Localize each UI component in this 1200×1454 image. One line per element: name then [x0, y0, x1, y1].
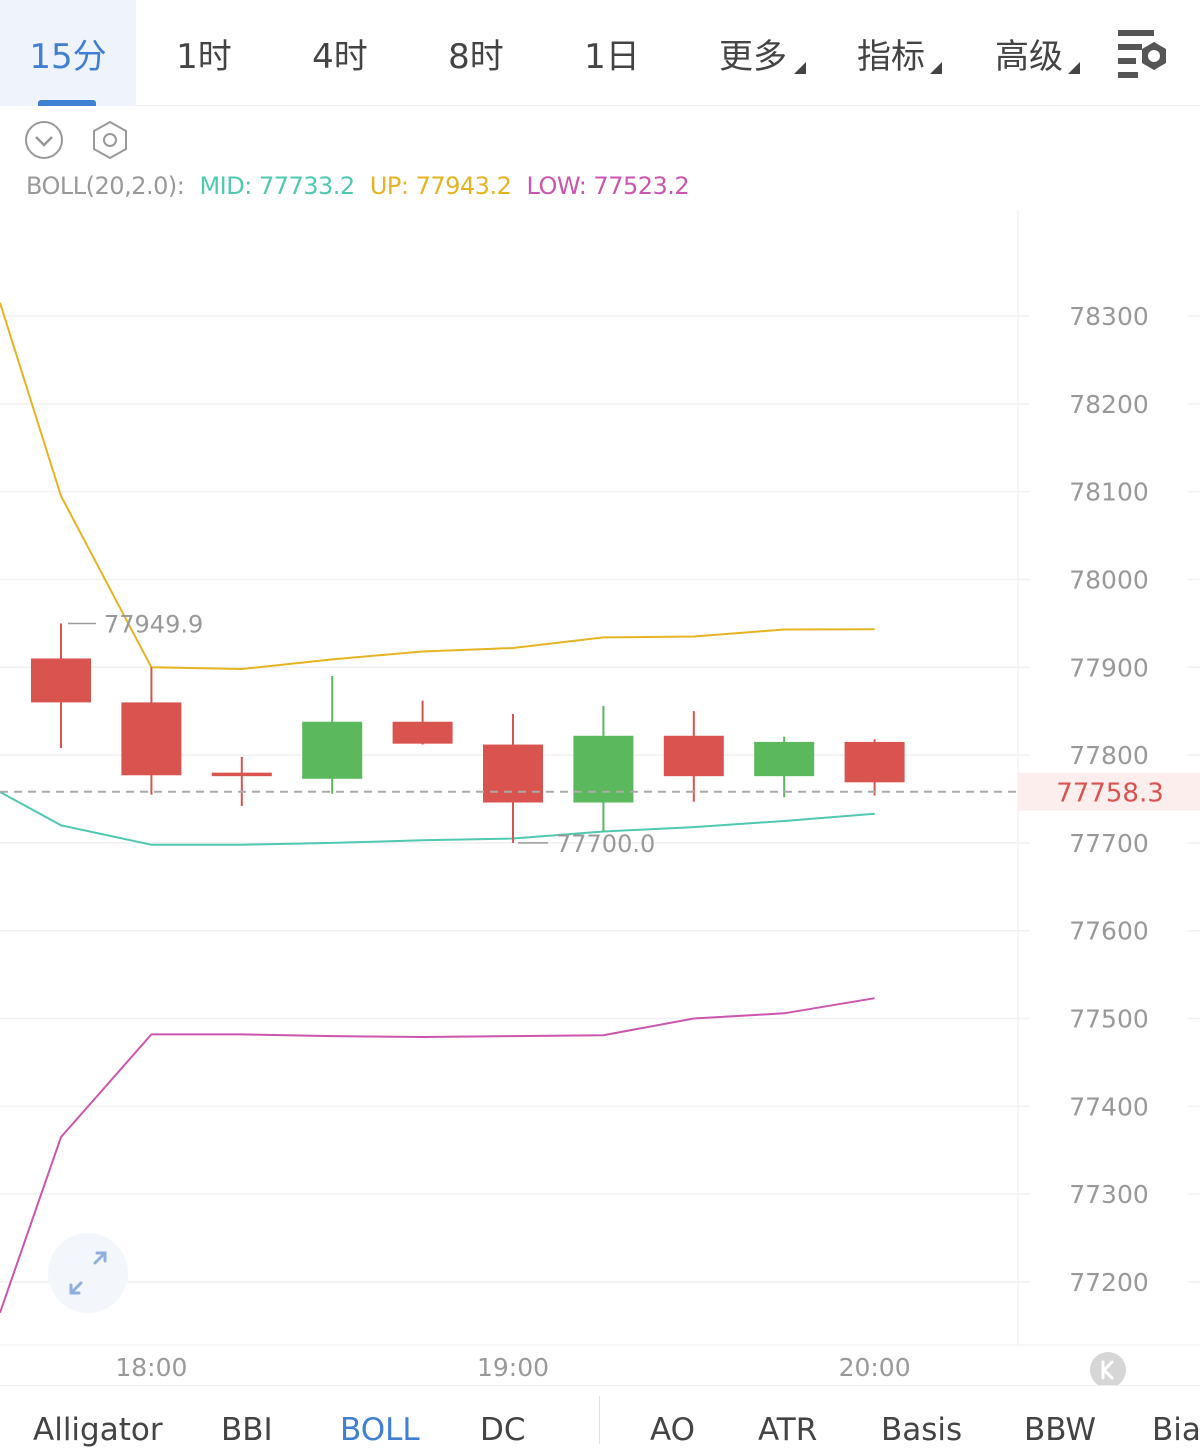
tab-advanced[interactable]: 高级	[966, 0, 1092, 106]
time-tick-label: 20:00	[839, 1353, 911, 1382]
indicator-basis[interactable]: Basis	[881, 1412, 963, 1448]
chart-settings-icon[interactable]	[1112, 26, 1172, 82]
price-tick-label: 77300	[1069, 1180, 1149, 1209]
tab-more[interactable]: 更多	[690, 0, 816, 106]
candle-body[interactable]	[483, 744, 543, 803]
price-tick-label: 77700	[1069, 829, 1149, 858]
tab-4h-label: 4时	[312, 36, 368, 77]
tab-8h[interactable]: 8时	[408, 0, 544, 106]
price-tick-label: 77600	[1069, 917, 1149, 946]
candle-body[interactable]	[663, 735, 724, 777]
candle-body[interactable]	[211, 772, 272, 777]
boll-mid-line	[0, 791, 875, 846]
expand-icon	[69, 1251, 107, 1295]
indicator-alligator[interactable]: Alligator	[33, 1412, 163, 1448]
price-tick-label: 77800	[1069, 741, 1149, 770]
tab-8h-label: 8时	[448, 36, 504, 77]
indicator-settings-icon[interactable]	[90, 120, 130, 160]
tab-1h[interactable]: 1时	[136, 0, 272, 106]
indicator-bbw[interactable]: BBW	[1024, 1412, 1097, 1448]
candle-body[interactable]	[31, 658, 91, 703]
boll-low-value: LOW: 77523.2	[526, 172, 690, 200]
price-tick-label: 78200	[1069, 390, 1149, 419]
tab-indicators[interactable]: 指标	[828, 0, 954, 106]
timeframe-tabs: 15分 1时 4时 8时 1日 更多 指标 高级	[0, 0, 1200, 106]
indicator-bbi[interactable]: BBI	[221, 1412, 273, 1448]
current-price-badge	[1018, 772, 1200, 811]
price-tick-label: 77200	[1069, 1268, 1149, 1297]
indicator-dc[interactable]: DC	[480, 1412, 526, 1448]
price-chart[interactable]: 78300 78200 78100 78000 77900 77800 77700 77600…	[0, 210, 1200, 1385]
scroll-latest-icon	[1101, 1360, 1114, 1380]
boll-upper-line	[0, 302, 875, 671]
collapse-icon[interactable]	[24, 120, 64, 160]
price-tick-label: 78300	[1069, 302, 1149, 331]
tab-15m-label: 15分	[29, 36, 107, 77]
tab-15m[interactable]: 15分	[0, 0, 136, 106]
tab-4h[interactable]: 4时	[272, 0, 408, 106]
price-tick-label: 77900	[1069, 653, 1149, 682]
indicator-boll[interactable]: BOLL	[340, 1412, 420, 1448]
tab-more-label: 更多	[719, 36, 787, 77]
active-tab-indicator	[38, 100, 96, 106]
dropdown-triangle-icon	[794, 62, 806, 74]
tab-1d-label: 1日	[584, 36, 640, 77]
price-tick-label: 78100	[1069, 478, 1149, 507]
candle-body[interactable]	[844, 741, 905, 783]
indicator-bar: Alligator BBI BOLL DC AO ATR Basis BBW B…	[0, 1385, 1200, 1454]
low-marker-label: 77700.0	[556, 830, 655, 858]
current-price-label: 77758.3	[1056, 779, 1164, 809]
boll-lower-line	[0, 997, 875, 1314]
tab-indicators-label: 指标	[857, 36, 925, 77]
candle-body[interactable]	[754, 741, 815, 777]
dropdown-triangle-icon	[930, 62, 942, 74]
expand-button[interactable]	[48, 1233, 128, 1313]
tab-1d[interactable]: 1日	[544, 0, 680, 106]
boll-up-value: UP: 77943.2	[369, 172, 512, 200]
scroll-latest-button[interactable]	[1090, 1352, 1126, 1385]
high-marker-label: 77949.9	[104, 610, 203, 638]
tab-advanced-label: 高级	[995, 36, 1063, 77]
boll-mid-value: MID: 77733.2	[199, 172, 355, 200]
candle-body[interactable]	[302, 721, 363, 779]
indicator-bias[interactable]: Bias	[1152, 1412, 1200, 1448]
tab-1h-label: 1时	[176, 36, 232, 77]
time-tick-label: 18:00	[115, 1353, 187, 1382]
indicator-ao[interactable]: AO	[650, 1412, 696, 1448]
boll-name: BOLL(20,2.0):	[26, 172, 185, 200]
candle-body[interactable]	[121, 702, 182, 776]
price-tick-label: 77500	[1069, 1005, 1149, 1034]
time-tick-label: 19:00	[477, 1353, 549, 1382]
price-tick-label: 77400	[1069, 1092, 1149, 1121]
bottom-divider	[599, 1396, 600, 1444]
indicator-atr[interactable]: ATR	[758, 1412, 818, 1448]
boll-legend: BOLL(20,2.0): MID: 77733.2 UP: 77943.2 L…	[26, 172, 697, 200]
candle-body[interactable]	[392, 721, 453, 744]
dropdown-triangle-icon	[1068, 62, 1080, 74]
price-tick-label: 78000	[1069, 565, 1149, 594]
